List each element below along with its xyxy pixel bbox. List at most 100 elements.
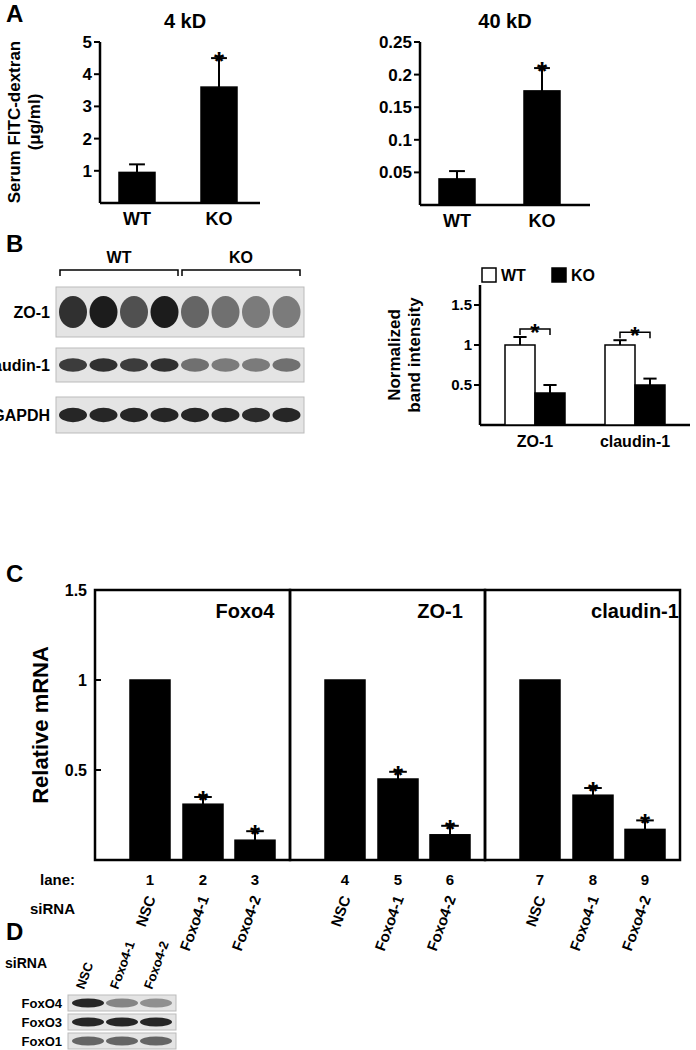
blot-strip <box>68 1033 176 1049</box>
band <box>212 358 240 372</box>
significance: * <box>530 319 540 346</box>
band <box>140 999 172 1008</box>
chart: 0.050.10.150.20.25*40 kDWTKO <box>379 10 590 231</box>
x-tick-label: NSC <box>327 893 354 929</box>
significance: * <box>250 819 261 849</box>
legend-label: WT <box>501 267 526 284</box>
band <box>90 296 118 328</box>
lane-number: 8 <box>589 871 597 888</box>
column-label: Foxo4-2 <box>141 939 172 991</box>
x-tick-label: KO <box>206 209 233 229</box>
error-bar <box>129 164 145 172</box>
band <box>151 358 179 372</box>
band <box>181 296 209 328</box>
y-label: Relative mRNA <box>28 646 53 804</box>
band <box>72 999 104 1008</box>
error-cap <box>643 378 656 380</box>
x-tick-label: NSC <box>132 893 159 929</box>
error-stem <box>549 385 551 393</box>
y-label: band intensity <box>405 297 424 413</box>
y-tick-label: 0.05 <box>379 163 412 182</box>
y-tick <box>474 384 480 386</box>
blot-strip <box>56 348 304 382</box>
error-cap <box>543 384 556 386</box>
x-tick-label: NSC <box>522 893 549 929</box>
column-label: Foxo4-1 <box>107 939 138 991</box>
group-bracket <box>60 270 178 276</box>
title: 4 kD <box>164 10 206 32</box>
y-tick <box>95 679 101 681</box>
significance: * <box>537 56 548 86</box>
y-tick-label: 0.15 <box>379 98 412 117</box>
bar <box>201 87 237 203</box>
y-axis <box>99 42 102 203</box>
y-tick <box>94 73 100 75</box>
bar <box>605 345 635 425</box>
bar <box>325 680 365 860</box>
y-tick-label: 2 <box>83 130 92 149</box>
error-bar <box>643 379 656 385</box>
significance: * <box>214 46 225 76</box>
error-cap <box>129 163 145 165</box>
x-tick-label: WT <box>123 209 151 229</box>
significance: * <box>640 808 651 838</box>
lane-number: 4 <box>341 871 350 888</box>
y-tick <box>414 74 420 76</box>
band <box>106 1018 138 1027</box>
band <box>120 358 148 372</box>
band <box>140 1037 172 1046</box>
lane-number: 5 <box>394 871 402 888</box>
y-tick <box>95 769 101 771</box>
error-cap <box>449 170 465 172</box>
marks <box>325 680 470 860</box>
column-label: NSC <box>73 960 97 991</box>
x-tick-label: Foxo4-2 <box>618 893 654 953</box>
y-axis <box>419 42 422 205</box>
error-stem <box>456 171 458 179</box>
band <box>72 1037 104 1046</box>
blot-strip <box>56 397 304 433</box>
y-label: Normalized <box>385 309 404 401</box>
y-tick <box>94 138 100 140</box>
error-stem <box>519 337 521 345</box>
error-cap <box>513 336 526 338</box>
chart: **ZO-1NSCFoxo4-1Foxo4-2456 <box>290 590 485 953</box>
y-tick-label: 1 <box>464 336 472 353</box>
x-tick-label: claudin-1 <box>600 433 670 450</box>
significance: * <box>198 785 209 815</box>
error-bar <box>543 385 556 393</box>
x-tick-label: Foxo4-2 <box>423 893 459 953</box>
x-tick-label: WT <box>443 211 471 231</box>
blot-strip <box>68 1014 176 1030</box>
y-tick <box>414 106 420 108</box>
row-label: FoxO4 <box>22 996 63 1011</box>
y-tick-label: 4 <box>83 65 93 84</box>
band <box>151 296 179 328</box>
y-tick-label: 1.5 <box>65 582 87 599</box>
band <box>151 408 179 422</box>
title: 40 kD <box>478 10 531 32</box>
plot-frame <box>485 590 680 860</box>
panel-label: C <box>6 560 23 587</box>
row-label: ZO-1 <box>14 304 51 321</box>
y-tick-label: 3 <box>83 97 92 116</box>
error-bar <box>513 337 526 345</box>
chart: 0.511.5**Foxo4Relative mRNANSCFoxo4-1Fox… <box>28 582 290 953</box>
x-tick-label: ZO-1 <box>517 433 554 450</box>
error-bar <box>449 171 465 179</box>
y-tick-label: 0.1 <box>388 131 412 150</box>
blot: WTKOZO-1claudin-1GAPDH <box>0 249 304 433</box>
lane-number: 3 <box>251 871 259 888</box>
x-tick-label: KO <box>529 211 556 231</box>
marks <box>439 68 560 205</box>
marks <box>520 680 665 860</box>
legend-label: KO <box>571 267 595 284</box>
row-label: claudin-1 <box>0 357 50 374</box>
band <box>242 408 270 422</box>
band <box>242 296 270 328</box>
marks <box>505 337 665 425</box>
blot-strip <box>68 995 176 1011</box>
y-tick-label: 1.5 <box>451 296 472 313</box>
plot-frame <box>290 590 485 860</box>
y-tick <box>95 589 101 591</box>
